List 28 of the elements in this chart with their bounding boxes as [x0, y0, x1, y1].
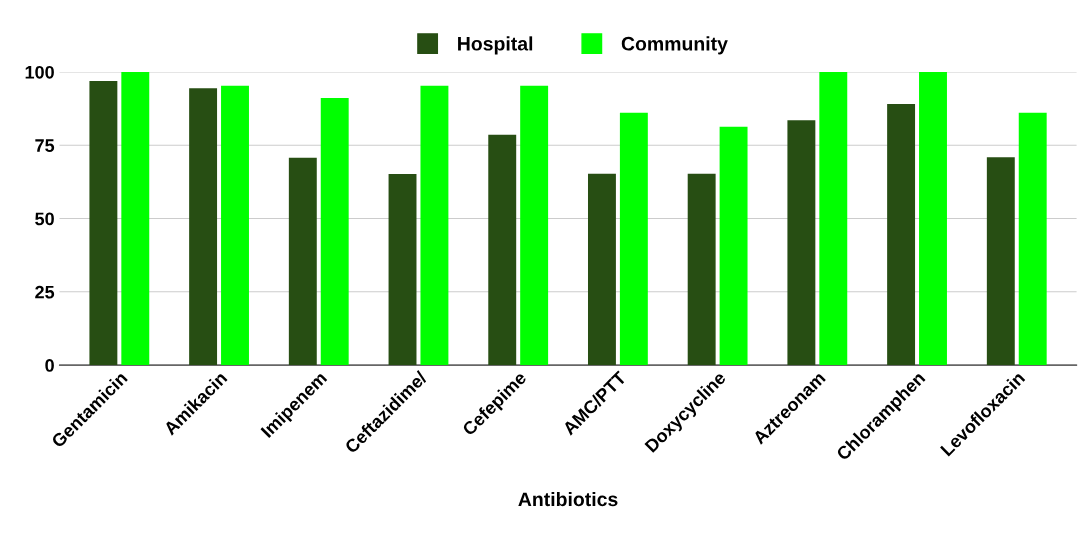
y-tick-label: 50 [35, 212, 54, 226]
bar [1018, 112, 1047, 366]
bar [787, 120, 816, 366]
bar [587, 173, 616, 366]
legend-label: Community [621, 36, 728, 55]
x-axis-title: Antibiotics [518, 491, 618, 507]
bar [619, 112, 648, 366]
y-tick-label: 75 [35, 139, 55, 152]
bar [89, 81, 118, 366]
bar [288, 157, 317, 366]
bar [520, 85, 549, 366]
bar [189, 88, 218, 366]
bar [687, 173, 716, 366]
bar [121, 71, 150, 366]
bar [420, 85, 449, 366]
bar [320, 98, 349, 366]
bar [986, 157, 1015, 366]
bar [919, 71, 947, 366]
y-tick-label: 100 [25, 65, 54, 79]
y-tick-label: 0 [45, 359, 54, 372]
bar [719, 126, 748, 366]
legend-label: Hospital [458, 36, 533, 55]
y-tick-label: 25 [35, 285, 55, 299]
bar [887, 103, 916, 366]
bar [388, 173, 417, 366]
bar [488, 134, 517, 366]
bar [221, 85, 249, 366]
bar [819, 71, 848, 366]
